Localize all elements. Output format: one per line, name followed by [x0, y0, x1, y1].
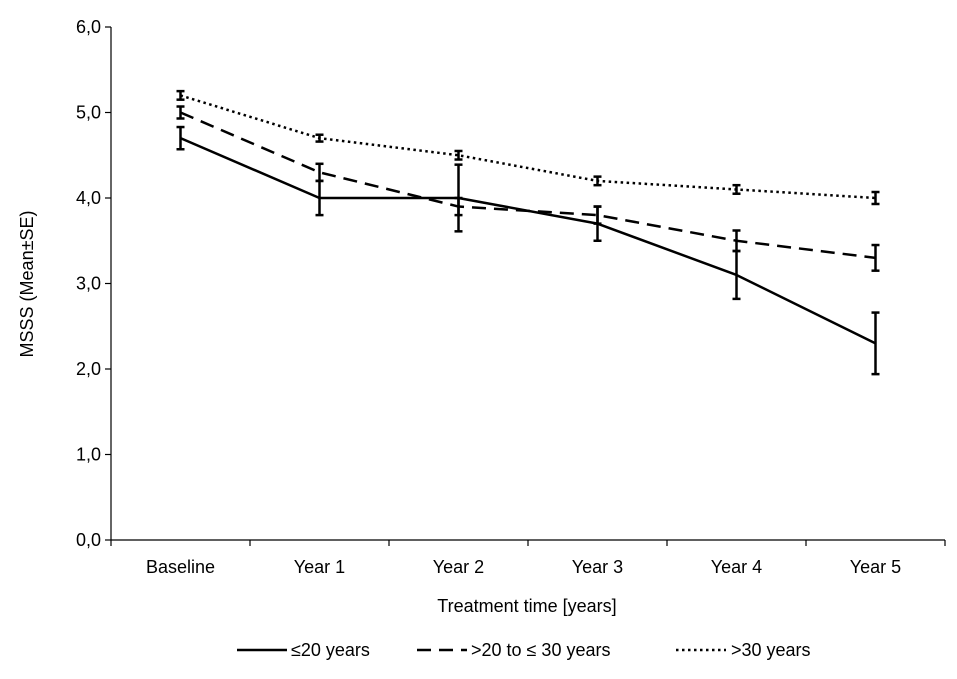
legend-label: >30 years	[731, 640, 811, 660]
y-axis-ticks: 0,0 1,0 2,0 3,0 4,0 5,0 6,0	[76, 17, 111, 550]
x-tick-label: Year 5	[850, 557, 901, 577]
error-bar	[871, 311, 880, 376]
y-tick-label: 0,0	[76, 530, 101, 550]
y-tick-label: 1,0	[76, 445, 101, 465]
x-tick-label: Year 4	[711, 557, 762, 577]
error-bar	[871, 243, 880, 272]
error-bar	[593, 175, 602, 187]
y-tick-label: 6,0	[76, 17, 101, 37]
error-bar	[871, 190, 880, 206]
x-tick-label: Year 1	[294, 557, 345, 577]
error-bar	[454, 149, 463, 161]
error-bar	[732, 183, 741, 195]
x-tick-label: Year 2	[433, 557, 484, 577]
error-bar	[732, 229, 741, 253]
error-bar	[454, 196, 463, 217]
legend-item-1: ≤20 years	[237, 640, 370, 660]
series-line	[180, 94, 876, 200]
error-bar	[593, 205, 602, 225]
y-tick-label: 2,0	[76, 359, 101, 379]
series-group	[176, 89, 880, 376]
x-tick-label: Baseline	[146, 557, 215, 577]
error-bar	[176, 125, 185, 151]
series-2	[176, 105, 880, 272]
error-bar	[176, 89, 185, 101]
x-axis-ticks: Baseline Year 1 Year 2 Year 3 Year 4 Year 5	[110, 540, 946, 577]
legend: ≤20 years >20 to ≤ 30 years >30 years	[237, 640, 811, 660]
y-tick-label: 5,0	[76, 103, 101, 123]
legend-item-3: >30 years	[676, 640, 811, 660]
error-bar	[315, 162, 324, 183]
x-tick-label: Year 3	[572, 557, 623, 577]
legend-label: ≤20 years	[291, 640, 370, 660]
error-bar	[176, 105, 185, 120]
legend-item-2: >20 to ≤ 30 years	[417, 640, 610, 660]
series-line	[180, 111, 876, 260]
x-axis-title: Treatment time [years]	[437, 596, 616, 616]
y-axis-title: MSSS (Mean±SE)	[17, 211, 37, 358]
axes	[110, 27, 945, 541]
series-1	[176, 125, 880, 376]
y-tick-label: 4,0	[76, 188, 101, 208]
series-3	[176, 89, 880, 206]
legend-label: >20 to ≤ 30 years	[471, 640, 610, 660]
y-tick-label: 3,0	[76, 274, 101, 294]
error-bar	[315, 133, 324, 143]
